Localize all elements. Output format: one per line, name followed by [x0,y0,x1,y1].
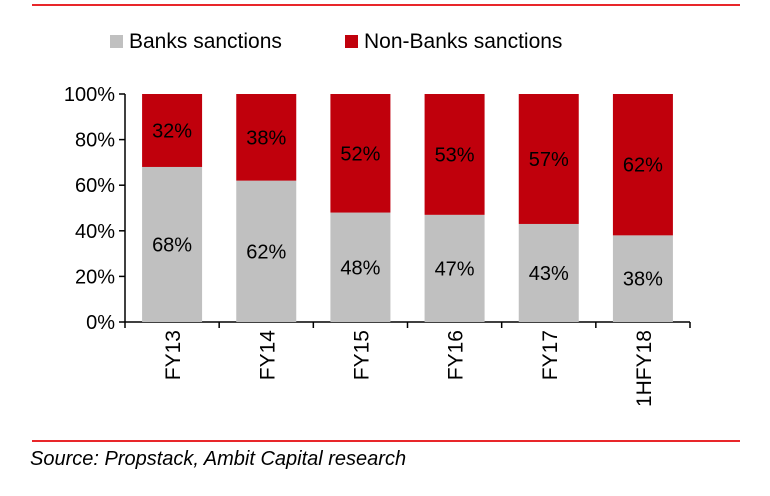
data-label: 68% [152,234,192,256]
y-tick-label: 20% [75,266,115,288]
y-tick-label: 40% [75,221,115,243]
bar-segment-banks [142,166,203,322]
y-tick-label: 100% [64,84,115,106]
legend: Banks sanctions Non-Banks sanctions [110,30,562,53]
data-label: 62% [246,241,286,263]
bar-segment-banks [236,180,297,322]
bar-segment-banks [330,212,391,322]
x-tick-label: FY13 [162,330,185,380]
bar-segment-banks [424,214,485,322]
x-tick-label: FY17 [539,330,562,380]
legend-label-0: Banks sanctions [129,30,282,53]
data-label: 57% [529,149,569,171]
bars: 68% 32% 62% 38% 48% 52% 47% 53% 43% 57% 38% 62% [142,94,673,322]
axes: 0% 20% 40% 60% 80% 100% FY13 FY14 FY15 FY16 FY17 1H… [64,84,691,407]
data-label: 48% [340,257,380,279]
data-label: 47% [435,258,475,280]
bar-segment-banks [518,223,579,322]
y-tick-label: 60% [75,175,115,197]
y-tick-label: 80% [75,130,115,152]
bar-segment-non-banks [236,94,297,181]
bar-segment-non-banks [612,94,673,236]
bar-segment-non-banks [518,94,579,224]
bar-segment-non-banks [424,94,485,215]
data-label: 38% [623,269,663,291]
bar-segment-non-banks [330,94,391,213]
data-label: 43% [529,263,569,285]
x-tick-label: 1HFY18 [633,330,656,407]
x-tick-label: FY15 [350,330,373,380]
data-label: 62% [623,155,663,177]
legend-label-1: Non-Banks sanctions [364,30,562,53]
data-label: 38% [246,127,286,149]
legend-swatch-1 [345,35,358,48]
x-tick-label: FY14 [256,330,279,381]
data-label: 53% [435,144,475,166]
x-tick-label: FY16 [445,330,468,380]
bar-segment-non-banks [142,94,203,167]
data-label: 52% [340,143,380,165]
source-note: Source: Propstack, Ambit Capital researc… [30,448,407,470]
y-tick-label: 0% [86,312,115,334]
legend-swatch-0 [110,35,123,48]
data-label: 32% [152,120,192,142]
bar-segment-banks [612,235,673,322]
